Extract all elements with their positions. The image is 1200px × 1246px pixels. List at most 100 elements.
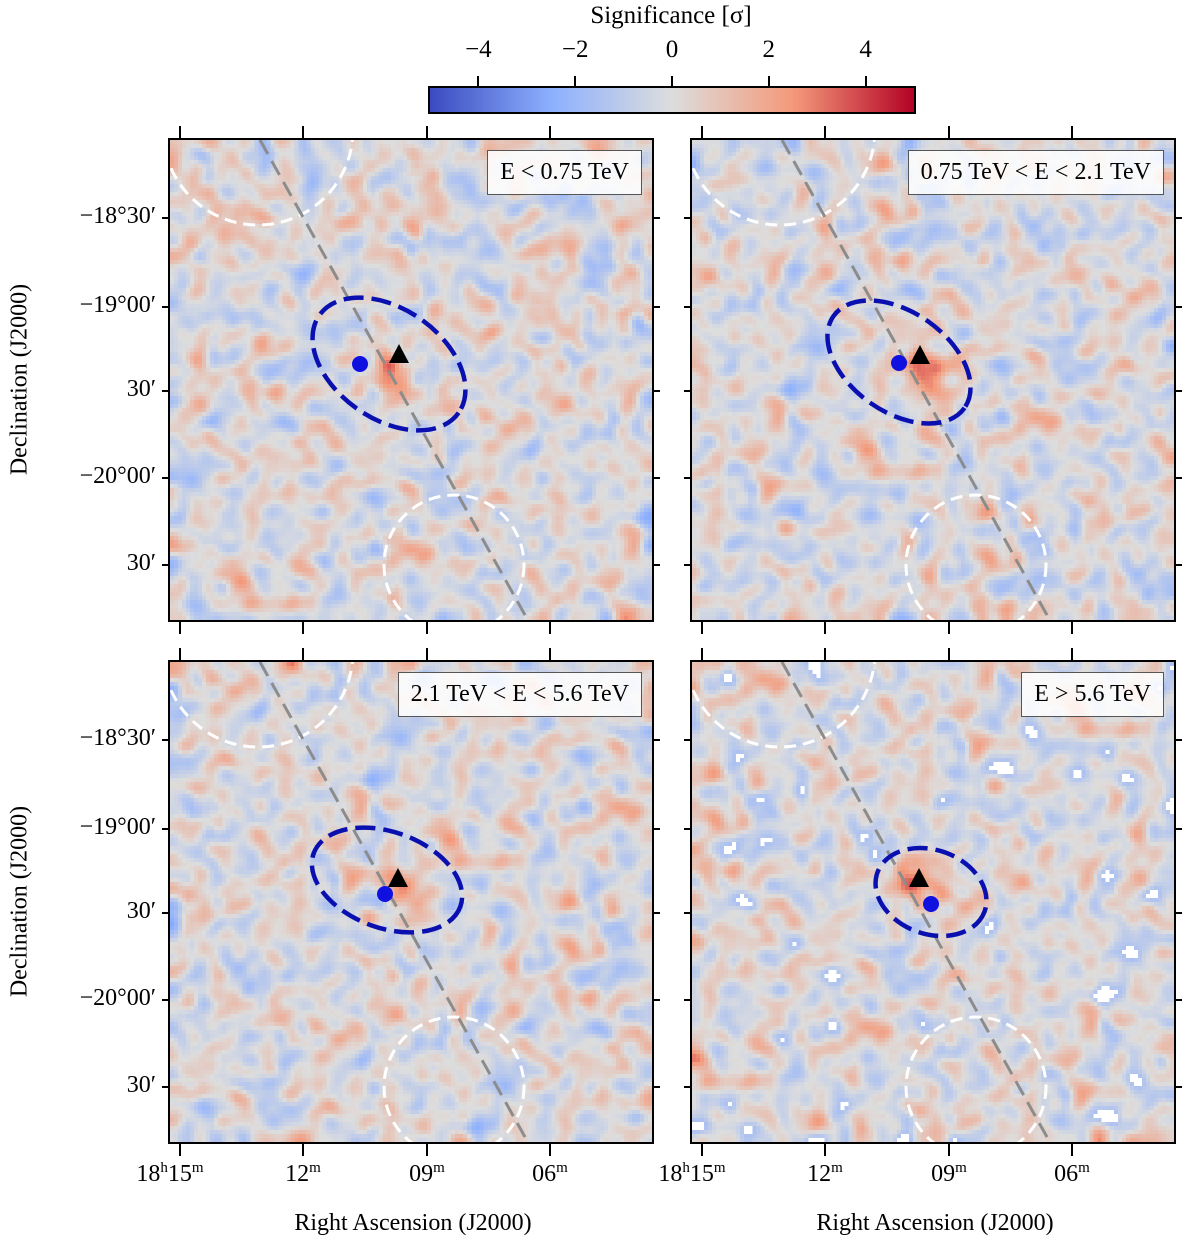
x-tick-mark <box>701 1144 703 1156</box>
colorbar-tick-label: −4 <box>465 36 492 63</box>
alt-position-marker <box>389 344 409 363</box>
galactic-plane-line <box>780 662 1052 1142</box>
reflected-region-circle <box>692 662 876 749</box>
y-tick-mark <box>1176 217 1182 219</box>
x-tick-label: 09m <box>931 1160 967 1187</box>
x-tick-mark <box>824 648 826 660</box>
y-tick-label: 30′ <box>126 550 156 576</box>
y-tick-mark <box>654 1086 660 1088</box>
colorbar-tick-label: 2 <box>762 36 776 63</box>
x-tick-mark <box>426 126 428 138</box>
y-tick-mark <box>162 912 168 914</box>
galactic-plane-line <box>780 140 1052 620</box>
x-tick-mark <box>179 648 181 660</box>
x-axis-label: Right Ascension (J2000) <box>294 1210 532 1236</box>
y-tick-mark <box>654 999 660 1001</box>
y-tick-mark <box>654 828 660 830</box>
y-tick-mark <box>684 390 690 392</box>
y-tick-mark <box>1176 1086 1182 1088</box>
y-tick-mark <box>654 390 660 392</box>
energy-band-label: 2.1 TeV < E < 5.6 TeV <box>397 672 642 717</box>
colorbar-tick-mark <box>864 76 867 86</box>
y-tick-mark <box>684 912 690 914</box>
x-tick-label: 06m <box>1054 1160 1090 1187</box>
source-position-marker <box>891 355 907 371</box>
extent-ellipse <box>825 298 973 426</box>
y-tick-mark <box>654 477 660 479</box>
x-tick-mark <box>948 648 950 660</box>
y-tick-mark <box>654 306 660 308</box>
x-tick-label: 12m <box>285 1160 321 1187</box>
y-tick-mark <box>1176 828 1182 830</box>
x-tick-mark <box>824 622 826 634</box>
source-position-marker <box>923 896 939 912</box>
x-tick-mark <box>948 1144 950 1156</box>
x-tick-mark <box>1071 648 1073 660</box>
y-tick-mark <box>162 739 168 741</box>
energy-band-label: 0.75 TeV < E < 2.1 TeV <box>907 150 1164 195</box>
y-tick-label: −18°30′ <box>79 725 156 751</box>
extent-ellipse <box>309 825 465 935</box>
y-tick-mark <box>654 217 660 219</box>
x-tick-mark <box>701 126 703 138</box>
x-tick-mark <box>426 622 428 634</box>
y-tick-label: 30′ <box>126 1072 156 1098</box>
x-tick-mark <box>701 648 703 660</box>
reflected-region-circle <box>904 1015 1048 1142</box>
y-tick-mark <box>654 912 660 914</box>
reflected-region-circle <box>692 140 876 227</box>
x-tick-mark <box>701 622 703 634</box>
y-tick-label: −19°00′ <box>79 814 156 840</box>
y-tick-mark <box>1176 564 1182 566</box>
significance-map-panel: E > 5.6 TeV <box>690 660 1176 1144</box>
significance-heatmap <box>692 140 1174 620</box>
y-tick-label: −20°00′ <box>79 463 156 489</box>
y-tick-mark <box>162 477 168 479</box>
reflected-region-circle <box>904 493 1048 620</box>
x-tick-mark <box>1071 622 1073 634</box>
y-tick-mark <box>162 217 168 219</box>
y-tick-label: −18°30′ <box>79 203 156 229</box>
reflected-region-circle <box>382 1015 526 1142</box>
y-tick-mark <box>684 306 690 308</box>
alt-position-marker <box>388 868 408 887</box>
x-tick-label: 09m <box>409 1160 445 1187</box>
colorbar-tick-label: 0 <box>665 36 679 63</box>
y-tick-mark <box>1176 999 1182 1001</box>
x-axis-label: Right Ascension (J2000) <box>816 1210 1054 1236</box>
y-tick-mark <box>1176 306 1182 308</box>
x-tick-mark <box>824 126 826 138</box>
colorbar-tick-mark <box>477 76 480 86</box>
reflected-region-circle <box>170 140 354 227</box>
y-tick-mark <box>684 1086 690 1088</box>
x-tick-label: 18h15m <box>136 1160 204 1187</box>
x-tick-mark <box>549 648 551 660</box>
y-axis-label: Declination (J2000) <box>6 283 33 476</box>
colorbar-tick-label: 4 <box>859 36 872 63</box>
y-tick-mark <box>684 739 690 741</box>
x-tick-mark <box>302 622 304 634</box>
extent-ellipse <box>873 845 989 939</box>
y-tick-mark <box>684 828 690 830</box>
y-tick-label: −20°00′ <box>79 985 156 1011</box>
y-axis-label: Declination (J2000) <box>6 805 33 998</box>
x-tick-mark <box>824 1144 826 1156</box>
y-tick-label: 30′ <box>126 376 156 402</box>
colorbar-tick-mark <box>767 76 770 86</box>
x-tick-mark <box>1071 126 1073 138</box>
y-tick-mark <box>1176 390 1182 392</box>
energy-band-label: E > 5.6 TeV <box>1021 672 1164 717</box>
x-tick-mark <box>179 1144 181 1156</box>
y-tick-mark <box>162 564 168 566</box>
significance-heatmap <box>170 662 652 1142</box>
significance-map-panel: E < 0.75 TeV <box>168 138 654 622</box>
y-tick-label: 30′ <box>126 898 156 924</box>
x-tick-mark <box>302 648 304 660</box>
colorbar-tick-mark <box>671 76 673 86</box>
significance-map-panel: 0.75 TeV < E < 2.1 TeV <box>690 138 1176 622</box>
y-tick-mark <box>162 390 168 392</box>
x-tick-mark <box>948 622 950 634</box>
y-tick-mark <box>1176 739 1182 741</box>
y-tick-mark <box>162 1086 168 1088</box>
x-tick-mark <box>549 1144 551 1156</box>
